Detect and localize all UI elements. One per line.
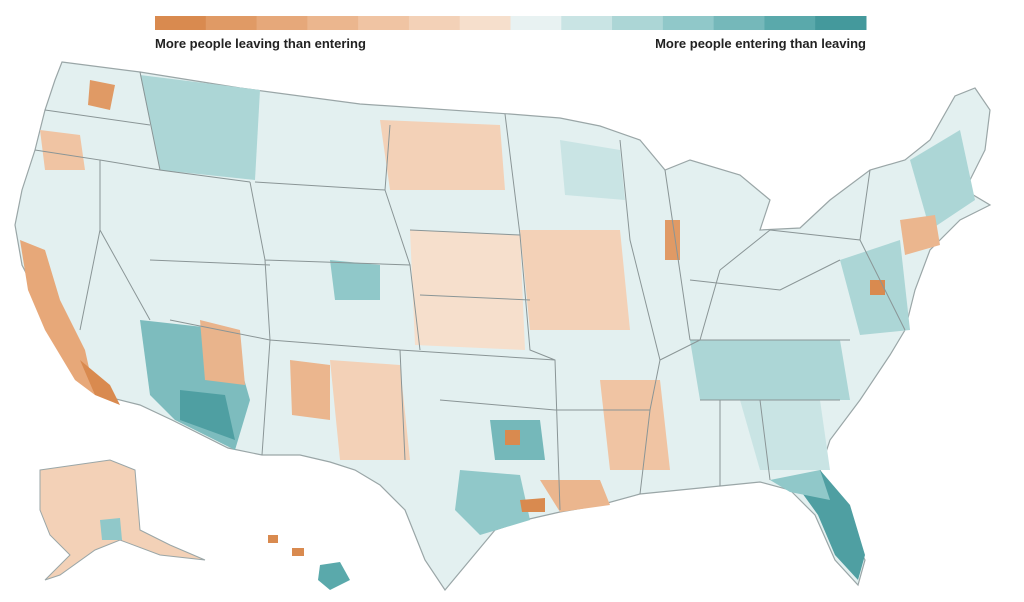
legend-swatch xyxy=(358,16,410,30)
legend xyxy=(155,16,867,30)
legend-swatch xyxy=(205,16,258,30)
alaska xyxy=(39,459,206,581)
legend-swatch xyxy=(155,16,207,30)
legend-swatch xyxy=(612,16,664,30)
legend-swatch xyxy=(764,16,816,30)
legend-swatch xyxy=(408,16,461,30)
alaska-patch xyxy=(100,518,122,540)
state-borders xyxy=(34,71,906,511)
hawaii-islands xyxy=(268,535,304,556)
county-patches xyxy=(20,75,975,580)
legend-swatch xyxy=(307,16,359,30)
legend-swatch xyxy=(256,16,308,30)
legend-swatch xyxy=(510,16,562,30)
legend-swatch xyxy=(662,16,715,30)
legend-left-label: More people leaving than entering xyxy=(155,36,366,51)
legend-swatch xyxy=(713,16,765,30)
legend-swatch xyxy=(815,16,867,30)
legend-right-label: More people entering than leaving xyxy=(655,36,866,51)
us-map xyxy=(14,61,992,592)
legend-swatch xyxy=(459,16,511,30)
legend-swatch xyxy=(561,16,613,30)
hawaii xyxy=(318,562,350,590)
